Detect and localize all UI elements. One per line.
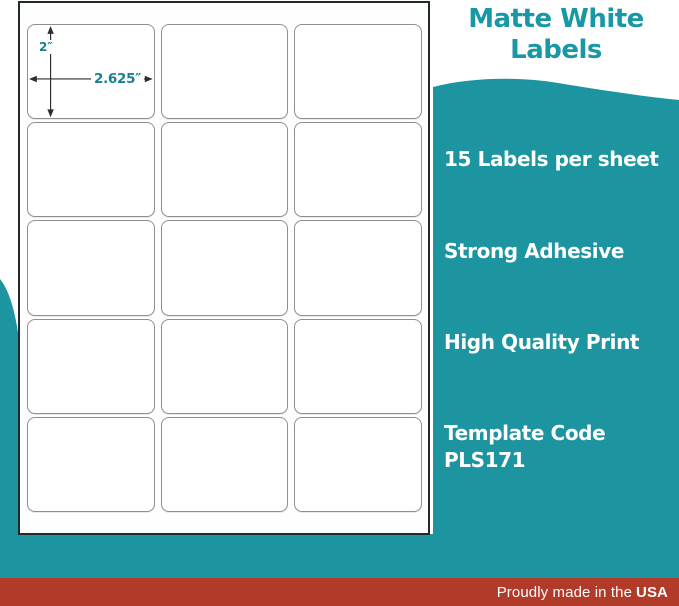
label-cell xyxy=(294,24,422,120)
label-cell xyxy=(160,122,289,218)
product-title-line2: Labels xyxy=(510,35,602,65)
label-cell xyxy=(160,416,289,512)
label-grid: 2″ 2.625″ xyxy=(20,3,428,533)
height-dimension-value: 2″ xyxy=(38,40,56,54)
label-cell xyxy=(27,122,155,218)
label-cell xyxy=(160,220,289,316)
made-in-usa-text: Proudly made in the xyxy=(496,583,633,601)
label-cell xyxy=(294,416,422,512)
template-code-label: Template Code xyxy=(444,421,606,445)
label-cell xyxy=(294,318,422,414)
feature-strong-adhesive: Strong Adhesive xyxy=(444,239,625,263)
label-cell xyxy=(27,220,155,316)
label-cell xyxy=(160,318,289,414)
made-in-usa-bold: USA xyxy=(636,583,668,601)
made-in-usa-banner: Proudly made in the USA xyxy=(0,578,679,606)
label-cell xyxy=(27,416,155,512)
label-sheet: 2″ 2.625″ xyxy=(18,1,430,535)
label-cell xyxy=(294,122,422,218)
label-cell xyxy=(27,318,155,414)
feature-labels-per-sheet: 15 Labels per sheet xyxy=(444,147,659,171)
template-code-value: PLS171 xyxy=(444,448,526,472)
teal-right-panel xyxy=(433,78,679,606)
product-title-line1: Matte White xyxy=(468,4,644,34)
feature-high-quality-print: High Quality Print xyxy=(444,330,640,354)
width-dimension-value: 2.625″ xyxy=(91,72,144,88)
label-cell xyxy=(294,220,422,316)
label-cell xyxy=(160,24,289,120)
feature-template-code: Template Code PLS171 xyxy=(444,420,674,474)
product-title: Matte White Labels xyxy=(433,4,679,66)
label-cell-annotated: 2″ 2.625″ xyxy=(27,24,155,120)
